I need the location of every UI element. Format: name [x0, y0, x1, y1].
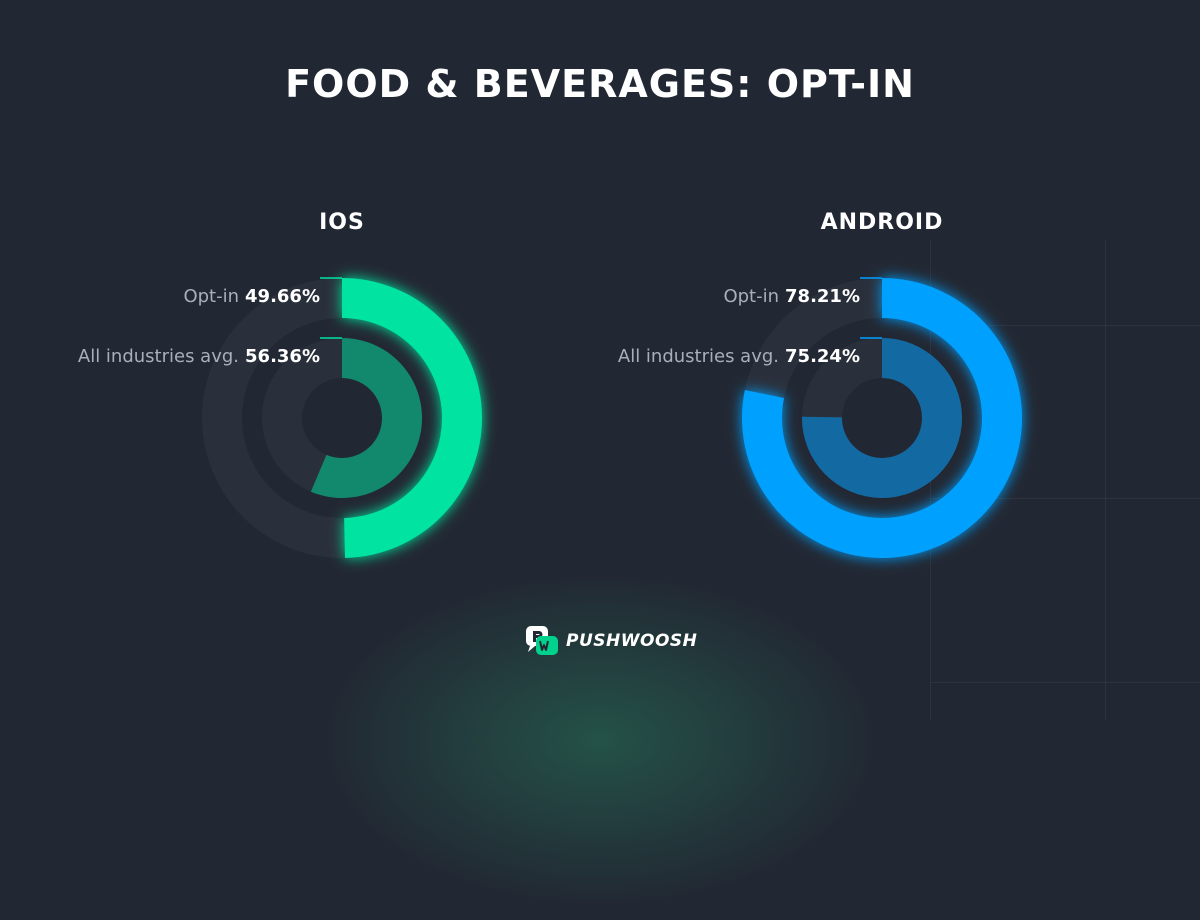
android-avg-label: All industries avg. — [617, 346, 780, 367]
ios-opt-in-arc — [342, 278, 482, 558]
brand: PUSHWOOSH — [524, 624, 697, 658]
ios-donut-chart — [201, 277, 482, 558]
android-donut-chart — [741, 277, 1022, 558]
ios-avg-label: All industries avg. — [77, 346, 240, 367]
android-opt-in-callout: Opt-in 78.21% — [723, 286, 860, 307]
ios-avg-value: 56.36% — [245, 346, 320, 367]
android-opt-in-value: 78.21% — [785, 286, 860, 307]
ios-label: IOS — [319, 210, 365, 235]
ios-opt-in-callout: Opt-in 49.66% — [183, 286, 320, 307]
chart-title: FOOD & BEVERAGES: OPT-IN — [285, 62, 915, 106]
pushwoosh-logo-icon — [526, 626, 558, 655]
android-panel: ANDROID Opt-in 78.21% All industries avg.… — [540, 200, 1140, 580]
ios-opt-in-value: 49.66% — [245, 286, 320, 307]
android-avg-arc — [802, 338, 962, 498]
android-opt-in-label: Opt-in — [723, 286, 780, 307]
brand-name: PUSHWOOSH — [566, 631, 698, 651]
ios-panel: IOS Opt-in 49.66% All industries avg. 56.3… — [0, 200, 600, 580]
background-glow — [300, 560, 900, 920]
android-avg-callout: All industries avg. 75.24% — [618, 346, 860, 367]
ios-avg-arc — [310, 338, 423, 499]
ios-avg-callout: All industries avg. 56.36% — [78, 346, 320, 367]
android-avg-value: 75.24% — [785, 346, 860, 367]
ios-opt-in-label: Opt-in — [183, 286, 240, 307]
android-label: ANDROID — [820, 210, 944, 235]
